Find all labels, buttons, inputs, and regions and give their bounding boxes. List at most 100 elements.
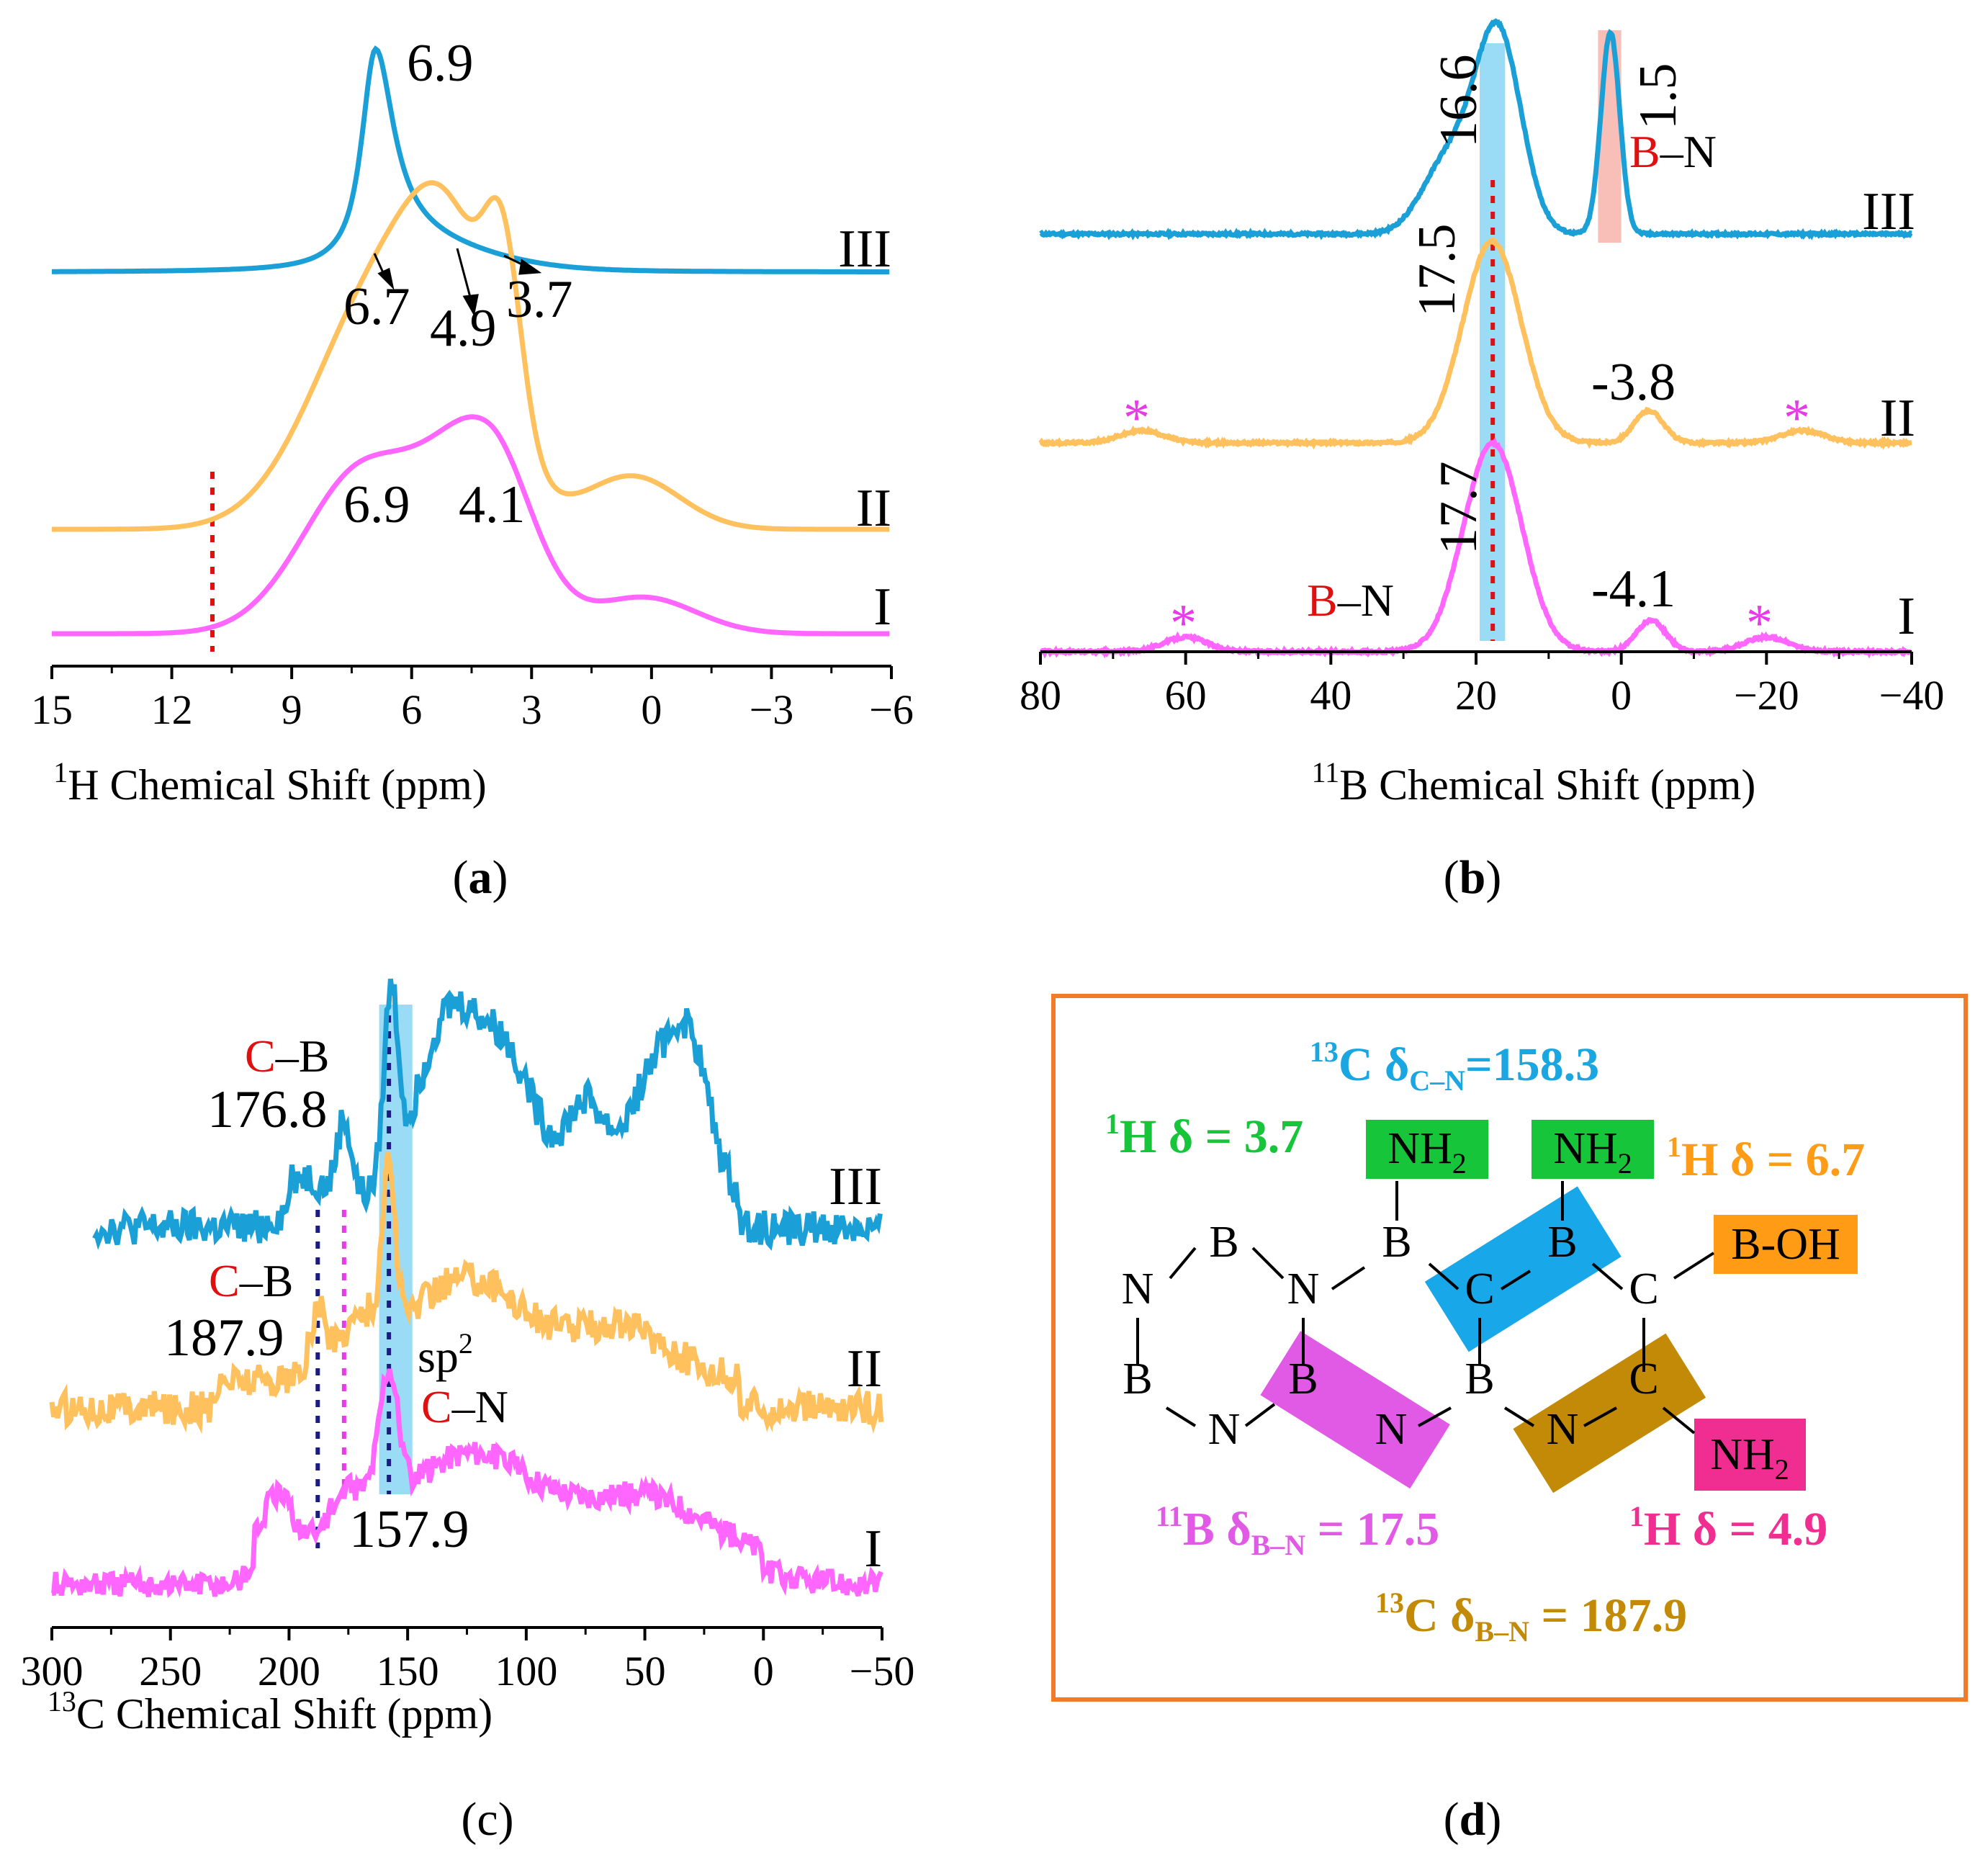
axis-tick-label: 6 [401,686,422,733]
atom-nh2-3: NH2 [1710,1430,1789,1486]
panel-d-tag: (d) [1444,1793,1502,1846]
label-11b-bn: 11B δB–N = 17.5 [1156,1500,1439,1561]
atom-b-6: B [1465,1355,1494,1404]
panel-c-label-III: III [829,1157,882,1216]
axis-tick-label: 100 [495,1648,557,1694]
axis-tick-label: 250 [139,1648,202,1694]
panel-c-III-cb-label: C–B [245,1030,329,1082]
label-13c-cn: 13C δC–N=158.3 [1310,1036,1599,1097]
axis-tick-label: 3 [521,686,542,733]
axis-tick-label: 9 [282,686,302,733]
axis-tick-label: 15 [31,686,73,733]
atom-n-3: N [1208,1405,1241,1454]
atom-b-1: B [1209,1218,1238,1267]
panel-b-x-axis-label: 11B Chemical Shift (ppm) [1312,756,1756,809]
panel-b-11b-spectrum: 80 60 40 20 0 −20 −40 11B Chemical Shift (ppm)… [1020,18,1945,904]
panel-a-peak-arrows [373,248,542,317]
panel-c-series-I [51,1368,883,1599]
panel-b-I-peak2-label: -4.1 [1591,560,1676,619]
structure-atoms: B N N B B C C B B B C N N N NH2 NH2 B-OH… [1122,1124,1840,1486]
axis-tick-label: 200 [258,1648,320,1694]
panel-c-label-II: II [847,1339,882,1398]
atom-b-3: B [1547,1218,1577,1267]
panel-a-tag: (a) [453,851,508,904]
axis-tick-label: −6 [869,686,914,733]
panel-b-label-II: II [1880,389,1915,448]
panel-a-arrowhead-4-9 [462,294,479,317]
panel-c-II-cb-label: C–B [209,1255,293,1306]
panel-b-series-II [1038,237,1912,450]
label-1h-3-7: 1H δ = 3.7 [1105,1108,1303,1163]
panel-a-II-peak1-label: 6.7 [343,277,410,336]
panel-c-cn-label: C–N [421,1381,508,1432]
panel-a-I-peak1-label: 6.9 [343,475,410,534]
panel-b-I-bn-label: B–N [1307,575,1394,626]
panel-b-label-I: I [1897,587,1915,646]
panel-a-x-axis-label: 1H Chemical Shift (ppm) [53,756,487,809]
panel-b-III-bn-label: B–N [1629,126,1717,177]
axis-tick-label: 20 [1455,672,1497,719]
panel-a-label-III: III [838,220,891,279]
axis-tick-label: 0 [641,686,662,733]
nh2-green-box-1 [1366,1120,1488,1179]
panel-a-x-axis: 15 12 9 6 3 0 −3 −6 [31,665,914,733]
axis-tick-label: −40 [1879,672,1945,719]
panel-b-sideband-I-left: * [1170,594,1197,653]
atom-b-2: B [1382,1218,1411,1267]
panel-a-arrowhead-6-7 [377,267,395,290]
axis-tick-label: 80 [1020,672,1061,719]
axis-tick-label: 40 [1310,672,1351,719]
panel-a-series-III [52,45,890,274]
atom-n-5: N [1547,1405,1579,1454]
structure-frame [1051,994,1968,1702]
panel-a-III-peak-label: 6.9 [407,34,474,93]
panel-b-II-peak2-label: -3.8 [1591,353,1676,412]
atom-c-2: C [1629,1265,1658,1314]
panel-a-1h-spectrum: 15 12 9 6 3 0 −3 −6 1H Chemical Shift (ppm) 6.9… [31,34,914,904]
panel-b-I-peak1-label: 17.7 [1429,462,1488,555]
cb-cyan-box [1424,1186,1622,1352]
nh2-pink-box [1694,1419,1806,1491]
panel-c-III-peak-label: 176.8 [207,1080,328,1139]
panel-c-13c-spectrum: 300 250 200 150 100 50 0 −50 13C Chemical Shift… [21,978,915,1846]
boh-orange-box [1714,1215,1858,1274]
panel-c-x-axis-label: 13C Chemical Shift (ppm) [48,1685,492,1738]
panel-a-II-peak2-label: 4.9 [430,299,497,358]
axis-tick-label: 50 [624,1648,666,1694]
axis-tick-label: 0 [1611,672,1632,719]
panel-c-sp2-label: sp2 [418,1327,473,1382]
panel-b-label-III: III [1862,182,1915,241]
atom-b-5: B [1288,1355,1318,1404]
axis-tick-label: −20 [1734,672,1799,719]
atom-b-4: B [1123,1355,1152,1404]
bn-magenta-box [1260,1331,1450,1489]
panel-b-sideband-II-left: * [1123,389,1150,448]
panel-a-series-II [52,180,890,532]
panel-c-II-peak-label: 187.9 [164,1308,284,1368]
atom-boh: B-OH [1731,1220,1840,1269]
atom-c-1: C [1465,1265,1494,1314]
atom-n-4: N [1375,1405,1408,1454]
atom-c-3: C [1629,1355,1658,1404]
panel-a-label-I: I [873,578,891,637]
axis-tick-label: 60 [1165,672,1207,719]
nh2-green-box-2 [1532,1120,1654,1179]
panel-b-II-peak1-label: 17.5 [1408,224,1467,318]
panel-a-arrow-4-9 [456,248,473,303]
panel-b-III-peak1-label: 16.6 [1429,55,1488,148]
label-13c-bn: 13C δB–N = 187.9 [1375,1586,1687,1648]
label-1h-6-7: 1H δ = 6.7 [1667,1131,1865,1186]
panel-c-tag: (c) [461,1793,513,1846]
panel-b-x-axis: 80 60 40 20 0 −20 −40 [1020,650,1945,719]
panel-c-I-peak-label: 157.9 [349,1500,469,1559]
atom-n-1: N [1122,1265,1154,1314]
panel-c-x-axis: 300 250 200 150 100 50 0 −50 [21,1626,915,1694]
panel-b-III-peak2-label: 1.5 [1629,63,1688,130]
panel-b-sideband-I-right: * [1746,594,1773,653]
panel-c-label-I: I [864,1519,882,1579]
panel-c-series-II [49,1151,884,1434]
panel-b-series-I [1039,437,1914,659]
axis-tick-label: −50 [850,1648,915,1694]
panel-b-tag: (b) [1444,851,1502,904]
